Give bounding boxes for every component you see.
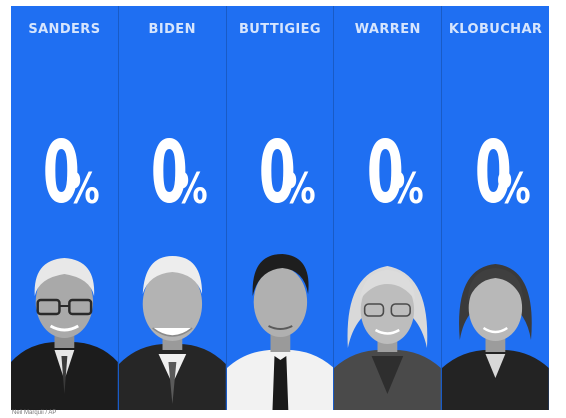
candidate-photo <box>334 244 442 410</box>
percent-sign: % <box>281 164 316 213</box>
percent-sign: % <box>66 164 100 213</box>
candidate-name: WARREN <box>354 22 421 37</box>
percent-sign: % <box>497 164 532 213</box>
candidate-name: KLOBUCHAR <box>448 22 543 37</box>
candidate-panel-klobuchar: KLOBUCHAR 0 % <box>441 6 549 410</box>
candidate-name: BIDEN <box>148 22 196 37</box>
candidate-photo <box>11 244 118 410</box>
candidate-panel-sanders: SANDERS 0 % <box>11 6 118 410</box>
percent-sign: % <box>389 164 424 213</box>
candidate-photo <box>118 244 226 410</box>
percent-value: 0 <box>43 123 81 223</box>
percent-value: 0 <box>150 123 189 223</box>
percent-sign: % <box>174 164 208 213</box>
candidate-percent: 0 % <box>334 130 441 216</box>
candidate-panels: SANDERS 0 % BIDEN 0 % <box>11 6 549 410</box>
candidate-photo <box>226 244 334 410</box>
candidate-panel-warren: WARREN 0 % <box>333 6 442 410</box>
candidate-panel-buttigieg: BUTTIGIEG 0 % <box>225 6 334 410</box>
candidate-name: SANDERS <box>28 22 101 37</box>
candidate-percent: 0 % <box>227 130 334 216</box>
percent-value: 0 <box>258 123 296 223</box>
candidate-percent: 0 % <box>442 130 549 216</box>
photo-credit: Neil Marquii / AP <box>12 410 57 416</box>
candidate-name: BUTTIGIEG <box>238 22 321 37</box>
candidate-percent: 0 % <box>119 130 226 216</box>
percent-value: 0 <box>474 123 512 223</box>
percent-value: 0 <box>366 123 404 223</box>
candidate-percent: 0 % <box>11 130 118 216</box>
candidate-photo <box>442 244 549 410</box>
candidate-panel-biden: BIDEN 0 % <box>117 6 226 410</box>
